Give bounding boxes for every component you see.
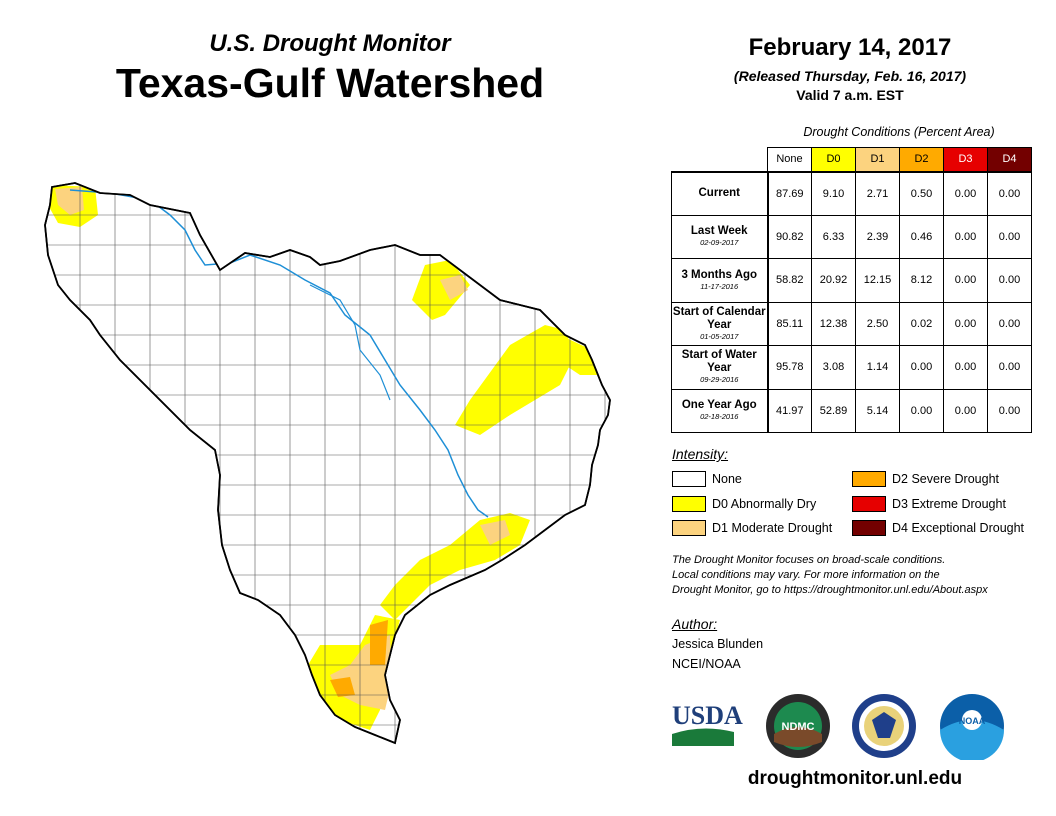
legend-title: Intensity: [672,446,729,462]
table-cell: 0.00 [987,214,1032,259]
col-d0: D0 [811,147,856,172]
table-cell: 3.08 [811,345,856,390]
d1-area-north [440,275,468,300]
table-cell: 8.12 [899,258,944,303]
row-label: Start of Calendar Year 01-05-2017 [671,301,768,346]
table-row: Last Week 02-09-2017 90.82 6.33 2.39 0.46… [671,214,1032,259]
table-cell: 52.89 [811,388,856,433]
author-title: Author: [672,616,718,632]
table-cell: 41.97 [766,388,812,433]
table-cell: 2.50 [855,301,900,346]
table-cell: 0.00 [987,301,1032,346]
legend-item-d0: D0 Abnormally Dry [672,496,816,512]
row-label: Start of Water Year 09-29-2016 [671,345,768,390]
col-d4: D4 [987,147,1032,172]
legend-swatch [672,471,706,487]
legend-swatch [852,471,886,487]
product-subtitle: U.S. Drought Monitor [209,30,451,57]
table-cell: 0.00 [943,388,988,433]
legend-item-d2: D2 Severe Drought [852,471,999,487]
table-cell: 0.00 [943,171,988,216]
table-cell: 0.00 [987,388,1032,433]
map-header: U.S. Drought Monitor Texas-Gulf Watershe… [40,30,620,107]
table-cell: 90.82 [766,214,812,259]
watershed-map [44,182,611,745]
brazos-tributary [309,284,391,401]
d1-area-panhandle [55,187,84,215]
svg-text:NDMC: NDMC [782,721,815,733]
d2-area-south-b [330,677,355,697]
table-cell: 12.38 [811,301,856,346]
table-cell: 95.78 [766,345,812,390]
table-cell: 0.00 [943,301,988,346]
row-label: Current [671,171,768,216]
col-d1: D1 [855,147,900,172]
row-label: 3 Months Ago 11-17-2016 [671,258,768,303]
row-label: Last Week 02-09-2017 [671,214,768,259]
table-cell: 1.14 [855,345,900,390]
legend-item-d1: D1 Moderate Drought [672,520,832,536]
table-cell: 0.00 [987,345,1032,390]
table-row: Start of Water Year 09-29-2016 95.78 3.08… [671,345,1032,390]
commerce-seal-logo [852,694,916,758]
d1-area-coast [480,520,510,545]
region-title: Texas-Gulf Watershed [115,60,545,106]
table-row: Current 87.69 9.10 2.71 0.50 0.00 0.00 [671,171,1032,216]
table-caption: Drought Conditions (Percent Area) [803,125,995,139]
table-cell: 20.92 [811,258,856,303]
table-cell: 2.71 [855,171,900,216]
legend-item-d3: D3 Extreme Drought [852,496,1006,512]
d2-area-south-a [370,620,388,665]
legend-swatch [852,520,886,536]
valid-time: Valid 7 a.m. EST [796,87,904,103]
svg-text:USDA: USDA [672,701,743,730]
drought-conditions-table: None D0 D1 D2 D3 D4 Current 87.69 9.10 2… [671,147,1032,433]
table-row: One Year Ago 02-18-2016 41.97 52.89 5.14 … [671,388,1032,433]
noaa-logo: NOAA [940,694,1004,760]
legend-item-none: None [672,471,742,487]
table-cell: 0.00 [943,214,988,259]
col-d2: D2 [899,147,944,172]
table-cell: 2.39 [855,214,900,259]
map-date: February 14, 2017 [748,34,952,61]
release-date: (Released Thursday, Feb. 16, 2017) [733,68,967,84]
table-cell: 12.15 [855,258,900,303]
partner-logos: USDA NDMC NOAA [672,694,1004,760]
d0-area-east-band [455,325,575,435]
table-cell: 85.11 [766,301,812,346]
author-org: NCEI/NOAA [672,657,741,671]
table-cell: 0.00 [943,345,988,390]
table-cell: 0.02 [899,301,944,346]
svg-text:NOAA: NOAA [959,716,986,726]
legend-swatch [852,496,886,512]
col-d3: D3 [943,147,988,172]
table-cell: 0.50 [899,171,944,216]
legend-swatch [672,520,706,536]
usda-logo: USDA [672,701,743,746]
table-cell: 9.10 [811,171,856,216]
table-cell: 0.00 [987,258,1032,303]
legend-swatch [672,496,706,512]
legend-item-d4: D4 Exceptional Drought [852,520,1024,536]
colorado-river [69,189,489,518]
website-url[interactable]: droughtmonitor.unl.edu [747,768,963,789]
date-header: February 14, 2017 (Released Thursday, Fe… [700,34,1000,103]
table-cell: 0.00 [899,388,944,433]
author-name: Jessica Blunden [672,637,764,651]
row-label: One Year Ago 02-18-2016 [671,388,768,433]
disclaimer: The Drought Monitor focuses on broad-sca… [672,554,988,596]
table-cell: 0.00 [987,171,1032,216]
table-row: 3 Months Ago 11-17-2016 58.82 20.92 12.15… [671,258,1032,303]
col-none: None [767,147,812,172]
table-cell: 0.00 [943,258,988,303]
table-row: Start of Calendar Year 01-05-2017 85.11 1… [671,301,1032,346]
table-cell: 5.14 [855,388,900,433]
table-cell: 58.82 [766,258,812,303]
ndmc-logo: NDMC [766,694,830,758]
table-cell: 0.46 [899,214,944,259]
table-cell: 0.00 [899,345,944,390]
table-cell: 87.69 [766,171,812,216]
table-cell: 6.33 [811,214,856,259]
